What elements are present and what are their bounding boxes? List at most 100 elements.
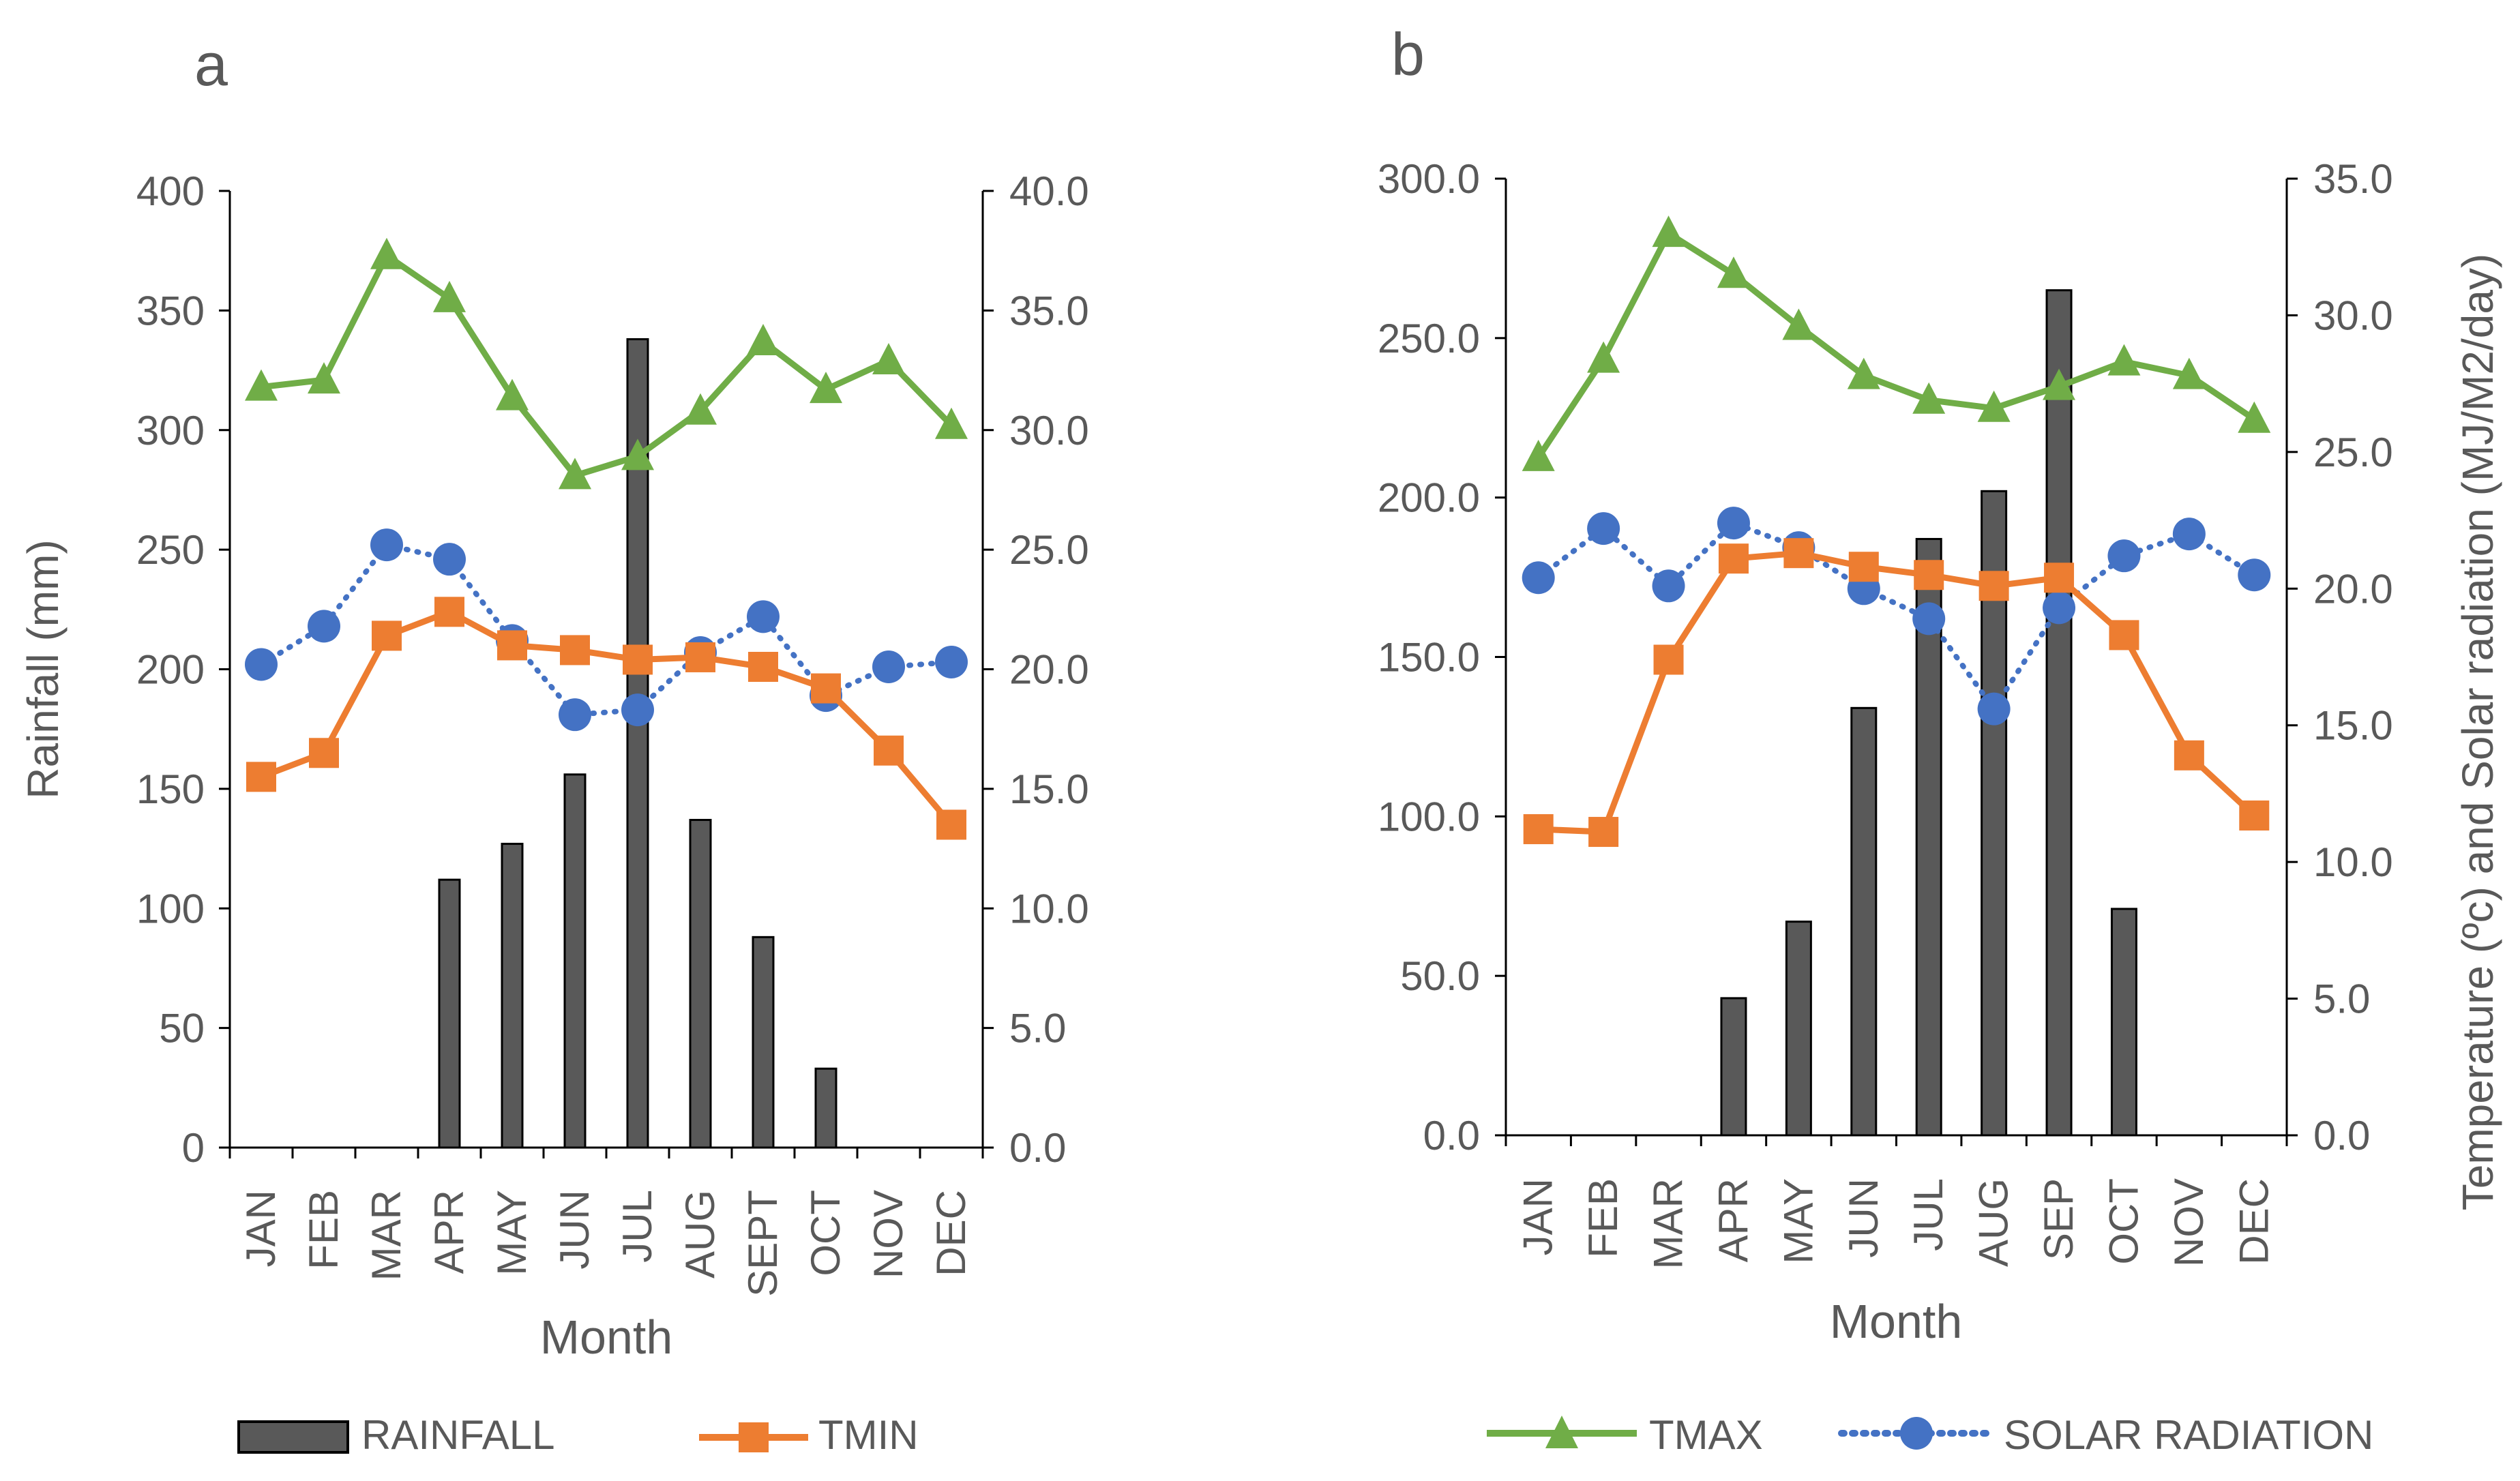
y-right-tick-label: 40.0 [1009, 168, 1089, 214]
tmin-point-jul [623, 644, 653, 675]
tmin-point-jun [1848, 552, 1879, 582]
y-right-tick-label: 35.0 [1009, 288, 1089, 333]
tmax-point-feb [308, 362, 340, 394]
solar-point-apr [1717, 507, 1750, 540]
tmax-point-mar [370, 237, 403, 269]
y-axis-right-title: Temperature (ºc) and Solar radiation (MJ… [2453, 254, 2502, 1210]
tmin-point-jan [246, 762, 276, 792]
solar-point-feb [308, 610, 340, 643]
y-axis-left-title: Rainfall (mm) [18, 539, 68, 798]
tmax-point-jan [245, 369, 278, 401]
y-right-tick-label: 5.0 [2313, 976, 2370, 1022]
solar-point-jan [245, 648, 278, 681]
y-right-tick-label: 5.0 [1009, 1006, 1066, 1051]
y-left-tick-label: 200.0 [1378, 475, 1480, 521]
tmax-point-apr [1717, 256, 1750, 288]
x-tick-label-jan: JAN [238, 1190, 284, 1267]
tmax-point-jul [1912, 382, 1946, 414]
rainfall-bar-apr [1720, 997, 1747, 1137]
legend-solar-label: SOLAR RADIATION [2004, 1412, 2373, 1458]
legend-tmax-label: TMAX [1649, 1412, 1763, 1458]
y-left-tick-label: 100 [136, 886, 205, 931]
tmax-point-dec [2238, 401, 2271, 433]
y-right-tick-label: 25.0 [1009, 527, 1089, 573]
x-tick-label-apr: APR [1710, 1178, 1756, 1262]
y-right-tick-label: 30.0 [2313, 293, 2393, 338]
y-left-tick-label: 350 [136, 288, 205, 333]
y-right-tick-label: 10.0 [2313, 839, 2393, 885]
x-tick-label-may: MAY [1775, 1178, 1821, 1264]
x-tick-label-aug: AUG [1971, 1178, 2017, 1267]
solar-point-sept [747, 600, 780, 633]
y-left-tick-label: 250.0 [1378, 316, 1480, 361]
tmax-point-aug [1977, 390, 2011, 422]
panel-label: b [1391, 20, 1425, 88]
legend-tmin-label: TMIN [818, 1412, 919, 1458]
x-tick-label-feb: FEB [1580, 1178, 1626, 1258]
y-left-tick-label: 0.0 [1423, 1113, 1480, 1158]
tmin-point-oct [2109, 620, 2139, 650]
legend-item-tmax: TMAX [1487, 1412, 1763, 1458]
x-tick-label-oct: OCT [803, 1190, 848, 1276]
y-left-tick-label: 300.0 [1378, 156, 1480, 202]
y-right-tick-label: 15.0 [1009, 766, 1089, 812]
y-left-tick-label: 400 [136, 168, 205, 214]
legend-item-solar: SOLAR RADIATION [1838, 1412, 2373, 1458]
tmin-point-may [497, 630, 527, 661]
legend-rainfall-label: RAINFALL [361, 1412, 554, 1458]
tmax-point-jul [621, 438, 654, 470]
x-tick-label-dec: DEC [928, 1190, 974, 1276]
tmin-point-feb [309, 738, 339, 768]
solar-line [258, 542, 954, 718]
tmax-point-may [1782, 308, 1815, 340]
tmax-line [258, 252, 955, 479]
rainfall-bar-oct [814, 1067, 837, 1149]
x-tick-label-mar: MAR [1646, 1178, 1691, 1269]
rainfall-bar-oct [2110, 908, 2137, 1137]
tmin-point-may [1783, 538, 1814, 569]
x-tick-label-mar: MAR [364, 1190, 409, 1281]
tmin-point-jul [1914, 560, 1944, 590]
y-left-tick-label: 250 [136, 527, 205, 573]
legend: RAINFALL TMIN TMAX SOLAR RADIATION [237, 1412, 2373, 1458]
rainfall-bar-jul [1915, 537, 1942, 1137]
y-right-tick-label: 25.0 [2313, 430, 2393, 475]
tmax-point-mar [1652, 215, 1685, 248]
x-tick-label-apr: APR [426, 1190, 472, 1274]
tmin-point-dec [936, 809, 966, 840]
tmin-point-dec [2239, 800, 2270, 831]
y-left-tick-label: 50.0 [1400, 953, 1480, 999]
tmax-point-oct [810, 372, 842, 404]
legend-item-rainfall: RAINFALL [237, 1412, 554, 1458]
rainfall-bar-jun [563, 773, 587, 1149]
rainfall-bar-sep [2045, 289, 2073, 1137]
solar-point-jun [559, 698, 591, 732]
x-axis-title: Month [1830, 1295, 1963, 1348]
tmin-point-apr [434, 597, 464, 627]
tmax-point-aug [684, 393, 717, 425]
tmax-point-may [496, 378, 529, 410]
axes: 0 50 100 150 200 250 300 350 400 0.0 5.0 10.0 15.0 20… [136, 168, 1089, 1297]
y-left-tick-label: 0 [182, 1125, 205, 1171]
x-tick-label-may: MAY [489, 1190, 535, 1276]
tmin-point-nov [2174, 740, 2204, 771]
y-left-tick-label: 50 [159, 1006, 205, 1051]
y-right-tick-label: 30.0 [1009, 408, 1089, 453]
tmax-point-jun [1847, 357, 1880, 389]
x-tick-label-nov: NOV [2166, 1178, 2212, 1267]
tmin-point-oct [811, 673, 841, 704]
chart-panel-a: a 0 50 100 150 200 250 300 350 400 0.0 5.0 10.0 15.0 2… [18, 31, 1089, 1364]
y-right-tick-label: 10.0 [1009, 886, 1089, 931]
rainfall-bar-apr [438, 878, 461, 1149]
tmin-line [1535, 550, 2257, 835]
rainfall-bar-may [501, 843, 524, 1149]
panel-label: a [194, 31, 228, 98]
y-left-tick-label: 150.0 [1378, 635, 1480, 680]
tmax-series [1522, 215, 2271, 471]
tmin-point-aug [685, 642, 715, 672]
y-right-tick-label: 20.0 [2313, 566, 2393, 612]
solar-point-nov [2172, 518, 2206, 551]
tmax-point-oct [2107, 344, 2141, 376]
tmin-point-feb [1588, 817, 1619, 848]
